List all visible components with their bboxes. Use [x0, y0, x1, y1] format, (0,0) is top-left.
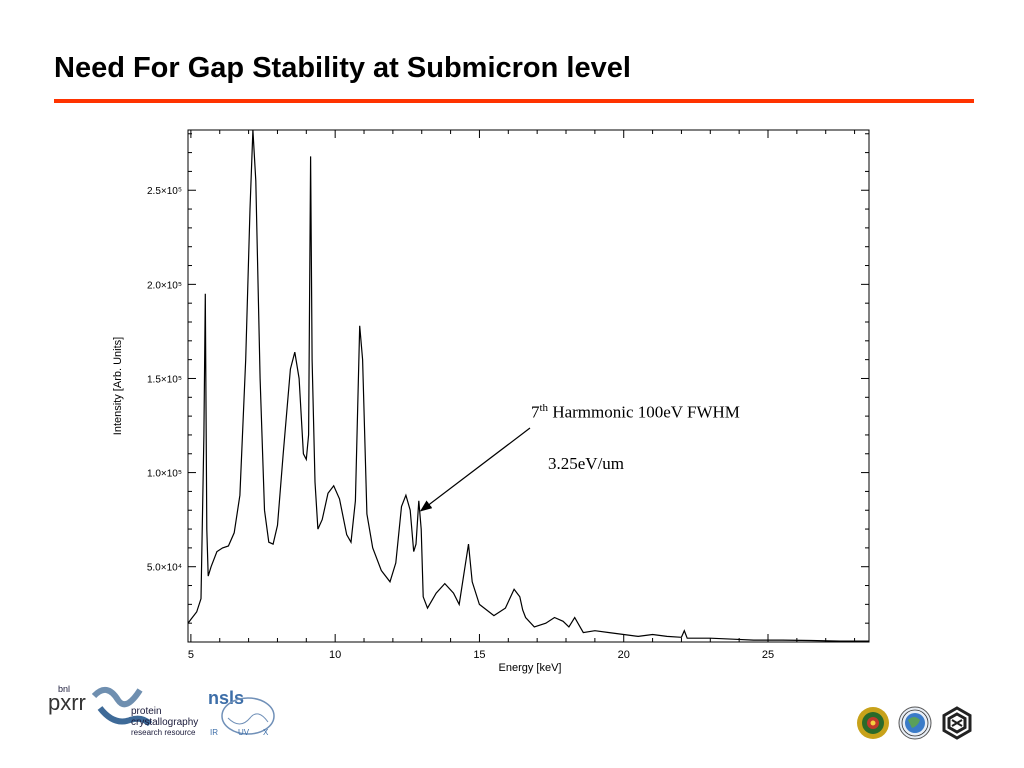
y-tick-label: 5.0×10⁴ [147, 563, 182, 574]
x-axis-ticks: 5 10 15 20 25 [188, 130, 856, 661]
series-line-intensity [187, 129, 869, 642]
title-underline [54, 99, 974, 103]
x-tick-label: 20 [618, 649, 630, 661]
annotation-harmonic: 7th Harmmonic 100eV FWHM [531, 402, 740, 423]
annotation-slope: 3.25eV/um [548, 454, 625, 473]
pxrr-nsls-logo: bnl pxrr protein crystallography researc… [48, 684, 288, 746]
x-tick-label: 10 [329, 649, 341, 661]
y-tick-label: 2.5×10⁵ [147, 186, 182, 197]
crystallography-text: crystallography [131, 717, 199, 728]
y-axis-label: Intensity [Arb. Units] [112, 337, 124, 435]
x-text: X [263, 728, 269, 737]
hexagon-logo-icon [942, 706, 972, 740]
nsls-text: nsls [208, 688, 245, 708]
annotation-arrow [419, 427, 531, 512]
y-tick-label: 1.0×10⁵ [147, 469, 182, 480]
y-tick-label: 1.5×10⁵ [147, 374, 182, 385]
emblem-icon [857, 707, 889, 739]
x-tick-label: 25 [762, 649, 774, 661]
x-axis-label: Energy [keV] [499, 662, 562, 674]
harmonic-number: 7 [531, 402, 540, 422]
y-axis-ticks: 5.0×10⁴ 1.0×10⁵ 1.5×10⁵ 2.0×10⁵ 2.5×10⁵ [147, 133, 869, 624]
ir-text: IR [210, 728, 218, 737]
research-resource-text: research resource [131, 728, 196, 737]
slide-title: Need For Gap Stability at Submicron leve… [54, 52, 631, 84]
plot-frame [187, 129, 870, 643]
protein-text: protein [131, 706, 162, 717]
pxrr-text: pxrr [48, 690, 86, 715]
harmonic-suffix: th [539, 402, 549, 414]
bnl-text: bnl [58, 684, 71, 694]
globe-seal-icon [898, 706, 932, 740]
uv-text: UV [238, 728, 250, 737]
y-tick-label: 2.0×10⁵ [147, 280, 182, 291]
pxrr-swoosh-icon [92, 687, 152, 726]
harmonic-description: Harmmonic 100eV FWHM [548, 402, 740, 422]
nsls-ring-icon [221, 697, 275, 735]
x-tick-label: 15 [473, 649, 485, 661]
x-tick-label: 5 [188, 649, 194, 661]
